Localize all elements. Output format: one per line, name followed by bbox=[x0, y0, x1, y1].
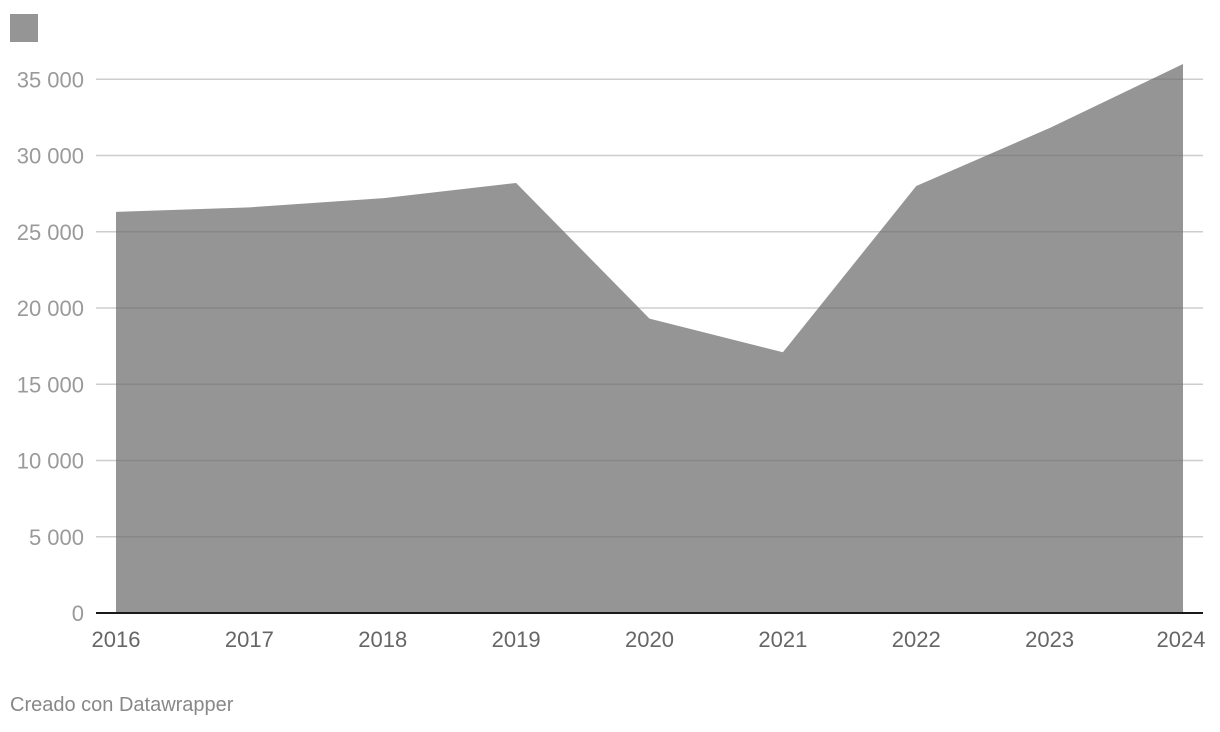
x-tick-label: 2024 bbox=[1157, 627, 1206, 652]
y-tick-label: 0 bbox=[72, 601, 84, 626]
x-axis-ticks: 2016 2017 2018 2019 2020 2021 2022 2023 2024 bbox=[92, 627, 1206, 652]
y-tick-label: 5 000 bbox=[29, 525, 84, 550]
y-tick-label: 10 000 bbox=[17, 449, 84, 474]
credit-text: Creado con Datawrapper bbox=[10, 694, 234, 716]
x-tick-label: 2019 bbox=[492, 627, 541, 652]
x-tick-label: 2021 bbox=[758, 627, 807, 652]
y-tick-label: 25 000 bbox=[17, 220, 84, 245]
y-tick-label: 35 000 bbox=[17, 67, 84, 92]
grid-overlay bbox=[96, 78, 1203, 538]
x-tick-label: 2017 bbox=[225, 627, 274, 652]
legend-swatch bbox=[10, 14, 38, 42]
x-tick-label: 2016 bbox=[92, 627, 141, 652]
y-axis-ticks: 0 5 000 10 000 15 000 20 000 25 000 30 000 35 0… bbox=[17, 67, 84, 626]
y-tick-label: 30 000 bbox=[17, 144, 84, 169]
x-tick-label: 2018 bbox=[358, 627, 407, 652]
y-tick-label: 20 000 bbox=[17, 296, 84, 321]
x-tick-label: 2023 bbox=[1025, 627, 1074, 652]
x-tick-label: 2020 bbox=[625, 627, 674, 652]
area-series bbox=[116, 64, 1183, 613]
x-tick-label: 2022 bbox=[892, 627, 941, 652]
y-tick-label: 15 000 bbox=[17, 372, 84, 397]
